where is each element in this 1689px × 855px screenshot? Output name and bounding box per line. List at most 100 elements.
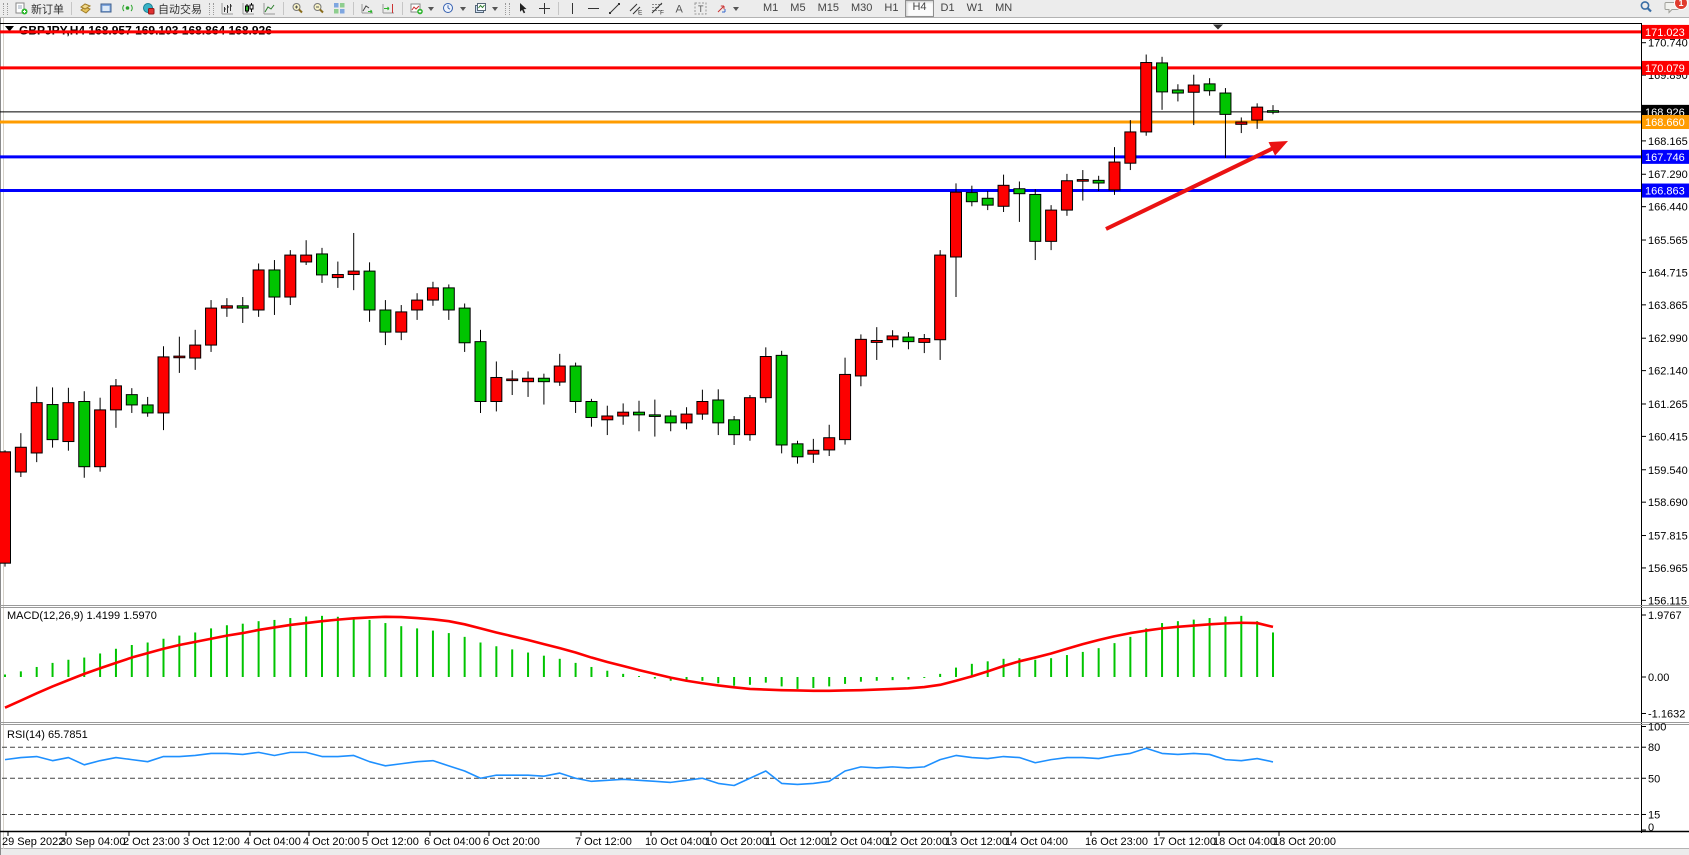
templates-button[interactable] (470, 1, 502, 16)
svg-text:80: 80 (1648, 742, 1660, 754)
svg-text:4 Oct 04:00: 4 Oct 04:00 (244, 836, 301, 848)
svg-text:161.265: 161.265 (1648, 399, 1688, 411)
data-window-button[interactable] (96, 1, 117, 16)
timeframe-button-w1[interactable]: W1 (966, 2, 984, 14)
svg-text:18 Oct 04:00: 18 Oct 04:00 (1213, 836, 1276, 848)
svg-text:171.023: 171.023 (1645, 27, 1685, 39)
svg-text:6 Oct 04:00: 6 Oct 04:00 (424, 836, 481, 848)
svg-text:158.690: 158.690 (1648, 497, 1688, 509)
bar-chart-mode-button[interactable] (217, 1, 238, 16)
svg-text:14 Oct 04:00: 14 Oct 04:00 (1005, 836, 1068, 848)
timeframe-button-m30[interactable]: M30 (850, 2, 873, 14)
chart-shift-icon (382, 2, 395, 15)
new-order-button[interactable]: 新订单 (11, 1, 68, 16)
svg-text:166.440: 166.440 (1648, 202, 1688, 214)
candlestick-mode-button[interactable] (238, 1, 259, 16)
svg-text:1.9767: 1.9767 (1648, 610, 1682, 622)
chart-shift-button[interactable] (378, 1, 399, 16)
search-icon[interactable] (1639, 0, 1654, 18)
timeframe-button-h1[interactable]: H1 (884, 2, 899, 14)
text-button[interactable]: A (669, 1, 690, 16)
shift-marker-icon (1213, 24, 1223, 30)
gold-box-icon (79, 2, 92, 15)
zoom-in-button[interactable] (287, 1, 308, 16)
svg-text:7 Oct 12:00: 7 Oct 12:00 (575, 836, 632, 848)
svg-text:50: 50 (1648, 773, 1660, 785)
svg-text:162.140: 162.140 (1648, 366, 1688, 378)
svg-text:168.660: 168.660 (1645, 117, 1685, 129)
cursor-icon (517, 2, 530, 15)
separator (283, 2, 284, 15)
separator (402, 2, 403, 15)
new-order-label: 新订单 (31, 3, 64, 16)
svg-text:167.290: 167.290 (1648, 169, 1688, 181)
tile-windows-button[interactable] (329, 1, 350, 16)
notification-badge: 1 (1674, 0, 1688, 10)
chevron-down-icon (460, 6, 466, 11)
separator (558, 2, 559, 15)
line-chart-mode-button[interactable] (259, 1, 280, 16)
time-periods-button[interactable] (438, 1, 470, 16)
navigator-button[interactable] (117, 1, 138, 16)
arrows-button[interactable] (711, 1, 743, 16)
svg-text:164.715: 164.715 (1648, 267, 1688, 279)
svg-text:167.746: 167.746 (1645, 152, 1685, 164)
text-label-icon: T (694, 2, 707, 15)
crosshair-button[interactable] (534, 1, 555, 16)
separator (71, 2, 72, 15)
fibonacci-button[interactable]: F (647, 1, 669, 16)
market-watch-button[interactable] (75, 1, 96, 16)
auto-scroll-icon (361, 2, 374, 15)
trend-arrow[interactable] (1105, 141, 1288, 231)
timeframe-button-h4[interactable]: H4 (905, 0, 934, 17)
new-chart-button[interactable] (406, 1, 438, 16)
autotrading-icon (142, 2, 155, 15)
chevron-down-icon (492, 6, 498, 11)
price-level-lines[interactable] (0, 30, 1641, 193)
blue-window-icon (100, 2, 113, 15)
svg-text:163.865: 163.865 (1648, 300, 1688, 312)
clock-icon (442, 2, 455, 15)
svg-text:-1.1632: -1.1632 (1648, 708, 1685, 720)
equidistant-channel-button[interactable]: E (625, 1, 647, 16)
trendline-button[interactable] (604, 1, 625, 16)
zoom-in-icon (291, 2, 304, 15)
svg-text:6 Oct 20:00: 6 Oct 20:00 (483, 836, 540, 848)
templates-icon (474, 2, 487, 15)
price-badges: 171.023170.079168.926168.660167.746166.8… (1642, 24, 1689, 198)
auto-scroll-button[interactable] (357, 1, 378, 16)
timeframe-button-mn[interactable]: MN (995, 2, 1013, 14)
zoom-out-button[interactable] (308, 1, 329, 16)
svg-text:29 Sep 2022: 29 Sep 2022 (2, 836, 64, 848)
chat-icon[interactable]: 1 (1664, 0, 1688, 17)
svg-text:166.863: 166.863 (1645, 186, 1685, 198)
svg-text:100: 100 (1648, 722, 1666, 734)
cursor-button[interactable] (513, 1, 534, 16)
tile-windows-icon (333, 2, 346, 15)
timeframe-button-m5[interactable]: M5 (790, 2, 806, 14)
horizontal-line-icon (587, 2, 600, 15)
svg-text:4 Oct 20:00: 4 Oct 20:00 (303, 836, 360, 848)
timeframe-button-m1[interactable]: M1 (763, 2, 779, 14)
zoom-out-icon (312, 2, 325, 15)
toolbar-right-group: 1 (1639, 0, 1688, 18)
text-label-button[interactable]: T (690, 1, 711, 16)
macd-signal-line (4, 615, 1274, 709)
svg-text:5 Oct 12:00: 5 Oct 12:00 (362, 836, 419, 848)
svg-text:157.815: 157.815 (1648, 531, 1688, 543)
toolbar-grip (209, 2, 214, 15)
timeframe-button-m15[interactable]: M15 (817, 2, 839, 14)
svg-text:16 Oct 23:00: 16 Oct 23:00 (1085, 836, 1148, 848)
svg-text:T: T (698, 4, 704, 14)
timeframe-button-d1[interactable]: D1 (940, 2, 955, 14)
autotrading-button[interactable]: 自动交易 (138, 1, 206, 16)
toolbar-grip (3, 2, 8, 15)
svg-text:13 Oct 12:00: 13 Oct 12:00 (945, 836, 1008, 848)
horizontal-line-button[interactable] (583, 1, 604, 16)
vertical-line-button[interactable] (562, 1, 583, 16)
svg-text:2 Oct 23:00: 2 Oct 23:00 (123, 836, 180, 848)
channel-icon: E (629, 2, 643, 15)
